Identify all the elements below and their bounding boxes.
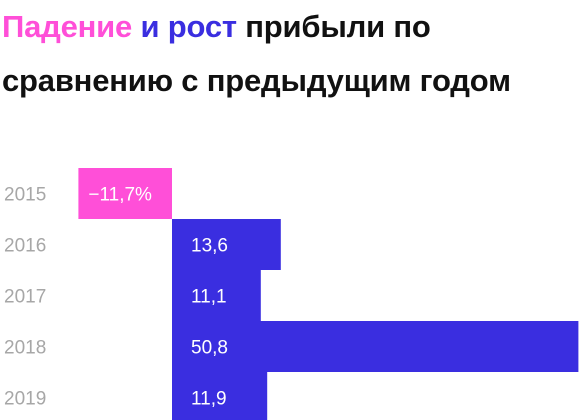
bar-2018 [172, 321, 579, 372]
value-label-2019: 11,9 [191, 389, 227, 410]
title-rest: прибыли по сравнению с предыдущим годом [2, 9, 511, 98]
bar-2015 [78, 168, 172, 219]
year-label-2017: 2017 [4, 287, 46, 308]
year-label-2019: 2019 [4, 389, 46, 410]
title-and-word: и [132, 9, 160, 44]
year-label-2018: 2018 [4, 338, 46, 359]
value-label-2016: 13,6 [191, 236, 228, 257]
value-label-2018: 50,8 [191, 338, 228, 359]
bar-2019 [172, 372, 268, 420]
title-decline-word: Падение [2, 9, 133, 44]
chart-title: Падение и рост прибыли по сравнению с пр… [2, 0, 572, 108]
value-label-2017: 11,1 [191, 287, 227, 308]
title-growth-word: рост [159, 9, 237, 44]
year-label-2015: 2015 [4, 185, 46, 206]
value-label-2015: −11,7% [88, 185, 152, 206]
bar-2016 [172, 219, 281, 270]
bar-2017 [172, 270, 261, 321]
year-label-2016: 2016 [4, 236, 46, 257]
